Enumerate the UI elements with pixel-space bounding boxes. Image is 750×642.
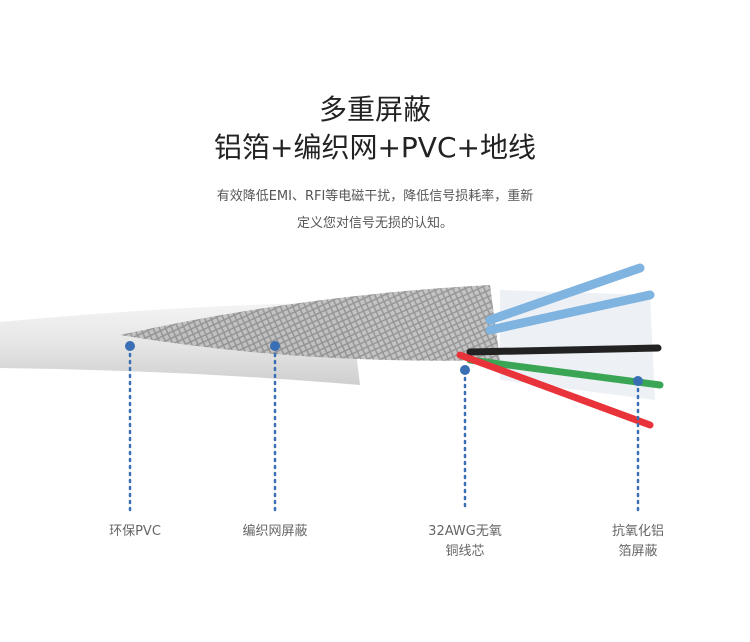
label-line1: 环保PVC [109,524,161,539]
marker-dot-foil [633,376,643,386]
heading-line2: 铝箔+编织网+PVC+地线 [214,131,536,164]
wire-green [466,356,664,389]
marker-dot-copper [460,365,470,375]
description-line1: 有效降低EMI、RFI等电磁干扰，降低信号损耗率，重新 [216,189,534,204]
markers [125,341,643,512]
label-line2: 铜线芯 [445,544,485,559]
wire-blue-1 [485,263,645,325]
wire-black [466,344,662,356]
description: 有效降低EMI、RFI等电磁干扰，降低信号损耗率，重新 定义您对信号无损的认知。 [0,183,750,237]
braid-shield [120,285,500,361]
label-line1: 32AWG无氧 [428,524,502,539]
label-line1: 抗氧化铝 [611,524,664,539]
description-line2: 定义您对信号无损的认知。 [296,216,453,231]
label-pvc: 环保PVC [75,522,195,542]
marker-dot-pvc [125,341,135,351]
label-copper: 32AWG无氧 铜线芯 [405,522,525,562]
heading-line1: 多重屏蔽 [318,93,431,126]
label-foil: 抗氧化铝 箔屏蔽 [578,522,698,562]
wire-blue-2 [485,290,655,335]
label-line2: 箔屏蔽 [618,544,658,559]
marker-dot-braid [270,341,280,351]
label-line1: 编织网屏蔽 [242,524,308,539]
label-braid: 编织网屏蔽 [215,522,335,542]
wire-red [456,351,654,429]
